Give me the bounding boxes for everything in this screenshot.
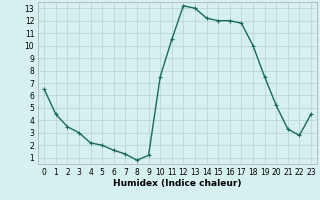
X-axis label: Humidex (Indice chaleur): Humidex (Indice chaleur) (113, 179, 242, 188)
